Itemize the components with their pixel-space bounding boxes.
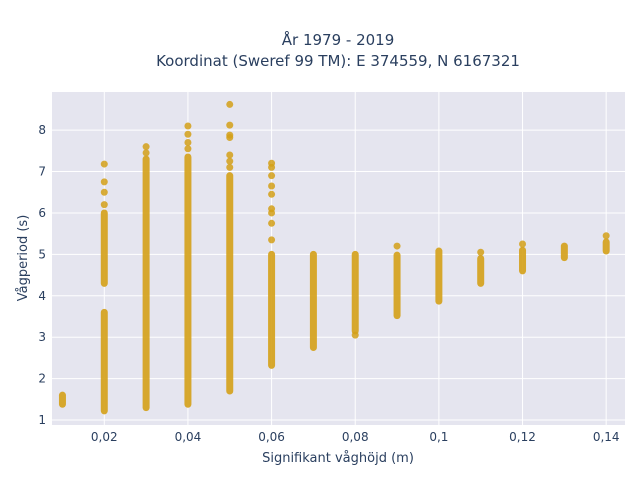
point-band-col12-0	[560, 242, 568, 262]
plot-area	[52, 92, 625, 425]
x-tick-label-1: 0,04	[175, 430, 202, 444]
y-tick-label-3: 4	[38, 289, 46, 303]
y-tick-label-1: 2	[38, 372, 46, 386]
point-band-col11-0	[519, 246, 527, 275]
x-axis-title: Signifikant våghöjd (m)	[262, 451, 414, 466]
y-tick-label-6: 7	[38, 165, 46, 179]
data-points	[58, 100, 610, 415]
x-tick-label-5: 0,12	[509, 430, 536, 444]
point-col5-1	[268, 219, 276, 227]
point-band-col8-0	[393, 251, 401, 320]
point-col1-0	[100, 201, 108, 209]
point-col3-0	[184, 145, 192, 153]
x-tick-label-4: 0,1	[429, 430, 448, 444]
point-col4-1	[226, 157, 234, 165]
point-col3-3	[184, 122, 192, 130]
y-tick-label-7: 8	[38, 123, 46, 137]
point-col10-0	[477, 248, 485, 256]
point-col3-2	[184, 130, 192, 138]
point-band-col5-0	[268, 250, 276, 369]
point-col11-0	[519, 240, 527, 248]
x-tick-label-0: 0,02	[91, 430, 118, 444]
y-tick-label-5: 6	[38, 206, 46, 220]
point-band-col0-0	[58, 391, 66, 408]
y-axis-title: Vågperiod (s)	[16, 215, 31, 302]
point-col5-8	[268, 159, 276, 167]
point-col5-5	[268, 182, 276, 190]
point-col13-0	[602, 232, 610, 240]
point-col2-0	[142, 149, 150, 157]
y-tick-label-2: 3	[38, 330, 46, 344]
y-axis-ticks: 1 2 3 4 5 6 7 8	[38, 123, 46, 427]
y-tick-label-0: 1	[38, 413, 46, 427]
point-col4-4	[226, 131, 234, 139]
point-band-col10-0	[477, 255, 485, 287]
point-col8-0	[393, 242, 401, 250]
point-col1-3	[100, 160, 108, 168]
x-axis-ticks: 0,02 0,04 0,06 0,08 0,1 0,12 0,14	[91, 430, 620, 444]
point-col1-1	[100, 188, 108, 196]
point-col7-0	[351, 331, 359, 339]
point-col4-0	[226, 163, 234, 171]
y-tick-label-4: 5	[38, 247, 46, 261]
x-tick-label-3: 0,08	[342, 430, 369, 444]
point-col5-3	[268, 205, 276, 213]
point-col5-6	[268, 172, 276, 180]
chart-title-line2: Koordinat (Sweref 99 TM): E 374559, N 61…	[156, 52, 520, 70]
point-col5-4	[268, 190, 276, 198]
x-tick-label-2: 0,06	[258, 430, 285, 444]
point-col5-0	[268, 236, 276, 244]
point-col2-1	[142, 143, 150, 151]
point-col3-1	[184, 139, 192, 147]
point-col1-2	[100, 178, 108, 186]
point-band-col13-0	[602, 238, 610, 255]
point-band-col6-0	[309, 250, 317, 352]
point-band-col7-0	[351, 250, 359, 335]
point-band-col9-0	[435, 247, 443, 305]
point-band-col1-0	[100, 308, 108, 415]
x-tick-label-6: 0,14	[593, 430, 620, 444]
point-band-col2-0	[142, 155, 150, 412]
point-band-col1-1	[100, 209, 108, 287]
point-band-col3-0	[184, 153, 192, 408]
point-band-col4-0	[226, 172, 234, 395]
point-col4-6	[226, 100, 234, 108]
point-col4-2	[226, 151, 234, 159]
chart-title-line1: År 1979 - 2019	[282, 30, 395, 49]
point-col4-5	[226, 121, 234, 129]
